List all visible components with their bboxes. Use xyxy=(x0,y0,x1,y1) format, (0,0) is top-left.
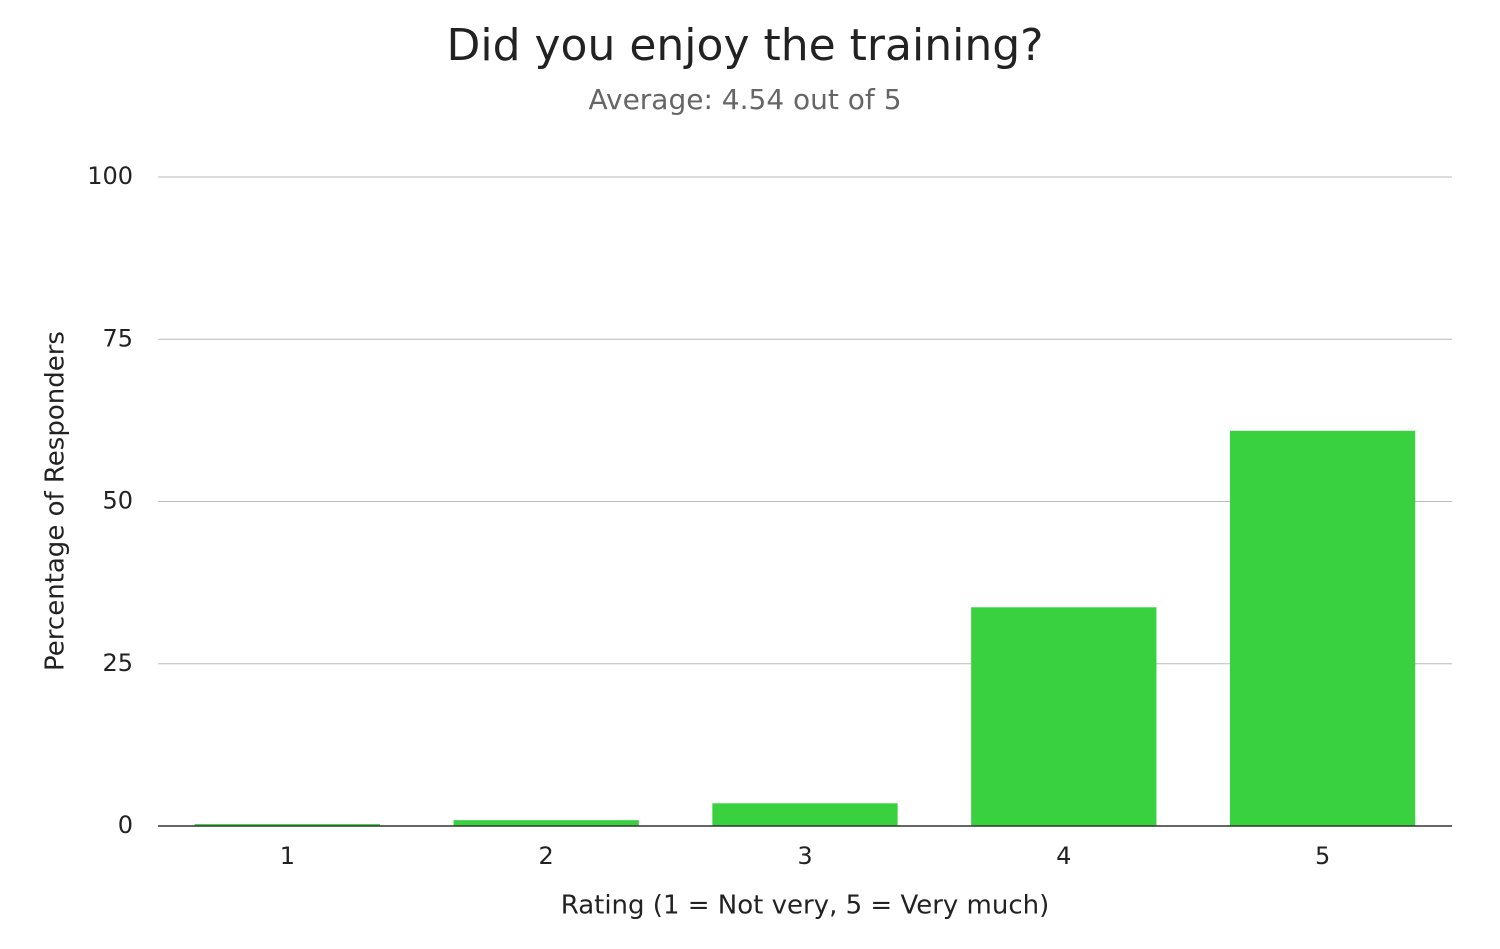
bar xyxy=(453,820,639,826)
bar xyxy=(712,803,898,826)
y-tick-label: 75 xyxy=(102,324,133,352)
y-tick-label: 0 xyxy=(118,811,133,839)
x-tick-label: 2 xyxy=(539,842,554,870)
x-tick-label: 1 xyxy=(280,842,295,870)
x-tick-label: 4 xyxy=(1056,842,1071,870)
y-axis-title: Percentage of Responders xyxy=(41,331,71,671)
y-tick-label: 100 xyxy=(87,162,133,190)
chart-subtitle: Average: 4.54 out of 5 xyxy=(588,83,901,116)
x-tick-label: 5 xyxy=(1315,842,1330,870)
y-tick-label: 50 xyxy=(102,487,133,515)
y-tick-label: 25 xyxy=(102,649,133,677)
bar xyxy=(194,824,381,826)
x-tick-label: 3 xyxy=(797,842,812,870)
bar xyxy=(971,607,1157,826)
bar xyxy=(1229,430,1416,826)
chart-title: Did you enjoy the training? xyxy=(447,20,1044,71)
x-axis-title: Rating (1 = Not very, 5 = Very much) xyxy=(561,891,1050,921)
